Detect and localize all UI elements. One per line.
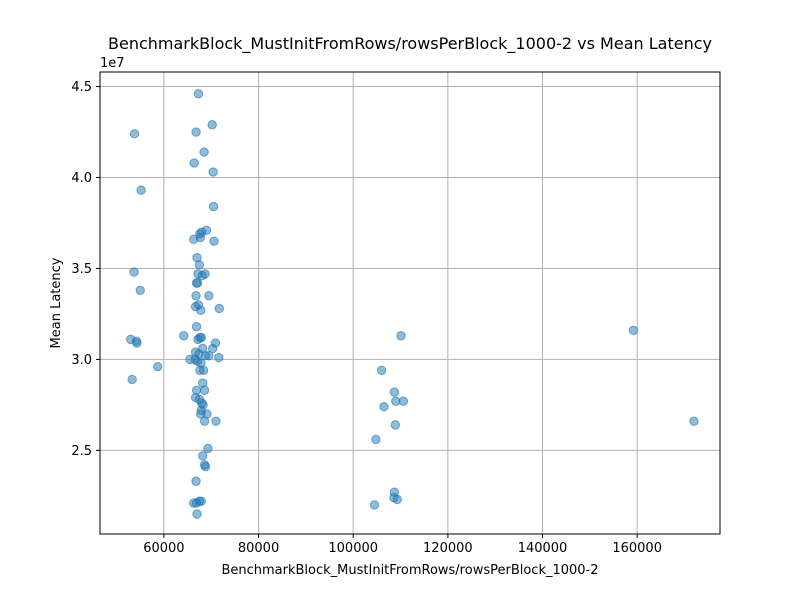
scatter-point	[199, 416, 210, 426]
scatter-point	[369, 500, 380, 510]
scatter-point	[135, 285, 145, 295]
y-tick-label: 4.5	[71, 80, 92, 95]
scatter-point	[214, 352, 224, 363]
y-tick-label: 3.5	[71, 262, 92, 277]
x-tick-label: 160000	[612, 541, 662, 556]
y-axis-label: Mean Latency	[49, 257, 64, 348]
scatter-point	[198, 365, 209, 375]
y-tick-label: 2.5	[71, 444, 92, 459]
y-axis-offset-label: 1e7	[100, 56, 125, 71]
scatter-point	[191, 476, 201, 486]
scatter-point	[208, 167, 218, 177]
x-tick-label: 140000	[518, 541, 568, 556]
scatter-point	[628, 325, 639, 335]
scatter-point	[204, 291, 214, 301]
scatter-point	[379, 401, 389, 412]
x-tick-label: 80000	[238, 541, 279, 556]
plot-frame	[99, 71, 721, 535]
scatter-point	[371, 434, 381, 445]
scatter-point	[389, 387, 400, 397]
scatter-point	[376, 365, 387, 375]
data-points	[126, 89, 699, 519]
x-tick-label: 100000	[328, 541, 378, 556]
y-tick-label: 3.0	[71, 353, 92, 368]
scatter-point	[207, 343, 218, 354]
scatter-point	[132, 338, 142, 348]
scatter-point	[192, 509, 202, 519]
scatter-point	[196, 305, 206, 315]
scatter-point	[127, 374, 137, 385]
scatter-point	[191, 291, 201, 301]
scatter-point	[191, 127, 201, 137]
scatter-point	[204, 351, 214, 361]
chart-title: BenchmarkBlock_MustInitFromRows/rowsPerB…	[108, 34, 712, 54]
x-axis-label: BenchmarkBlock_MustInitFromRows/rowsPerB…	[221, 563, 598, 578]
scatter-point	[689, 416, 699, 426]
scatter-point	[193, 89, 204, 99]
scatter-point	[198, 451, 208, 461]
scatter-point	[207, 120, 217, 130]
scatter-point	[197, 227, 207, 237]
scatter-point	[392, 494, 402, 505]
scatter-point	[153, 361, 163, 372]
scatter-point	[191, 321, 202, 332]
grid-lines	[100, 72, 720, 534]
x-tick-label: 120000	[423, 541, 473, 556]
scatter-point	[129, 267, 139, 277]
scatter-point	[199, 147, 209, 157]
scatter-point	[179, 331, 189, 341]
scatter-point	[203, 443, 213, 454]
scatter-point	[208, 201, 219, 212]
scatter-point	[214, 303, 224, 314]
scatter-point	[200, 462, 211, 472]
scatter-point	[200, 269, 210, 279]
scatter-point	[396, 331, 406, 341]
scatter-point	[129, 129, 140, 139]
scatter-point	[390, 420, 401, 430]
scatter-point	[191, 498, 202, 508]
scatter-point	[398, 396, 409, 406]
scatter-point	[199, 385, 210, 396]
scatter-point	[196, 332, 206, 343]
scatter-point	[194, 260, 205, 270]
scatter-point	[191, 278, 202, 288]
scatter-point	[211, 416, 221, 426]
scatter-point	[209, 236, 219, 246]
axis-ticks: 60000 80000 100000 120000 140000 160000 2.5 3.0…	[71, 80, 662, 556]
x-tick-label: 60000	[143, 541, 184, 556]
scatter-point	[136, 185, 146, 195]
scatter-point	[189, 158, 199, 168]
y-tick-label: 4.0	[71, 171, 92, 186]
